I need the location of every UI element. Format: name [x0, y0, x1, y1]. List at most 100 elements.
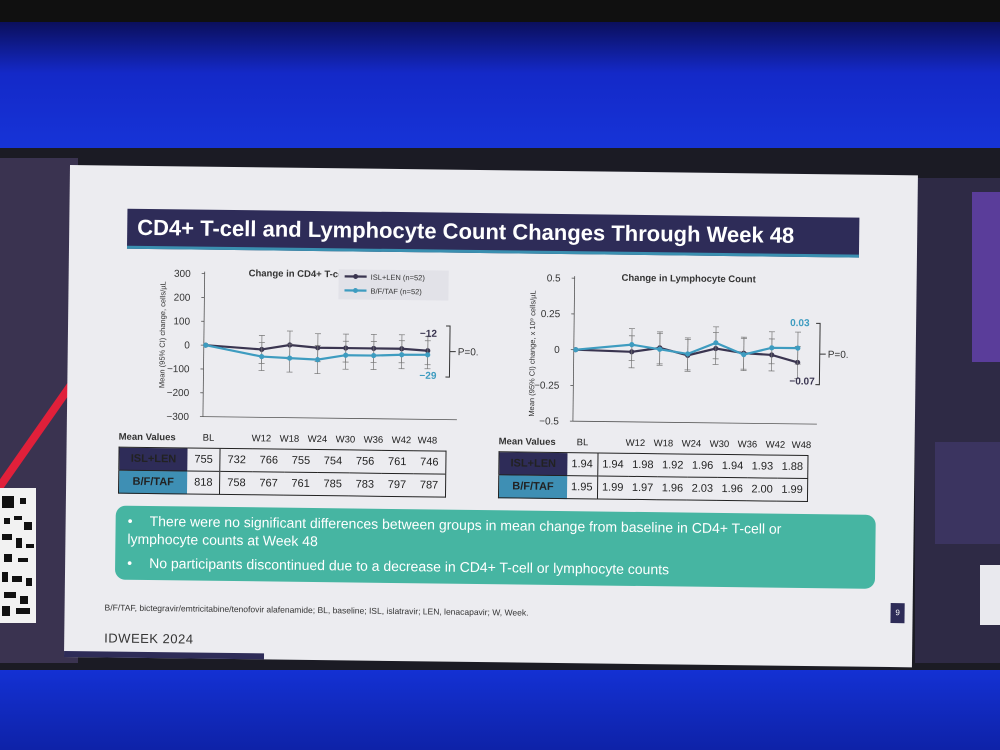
lym-y-tick-label: −0.5 — [539, 416, 559, 427]
cd4-chart: Change in CD4+ T-cell Count 3002001000−1… — [166, 268, 479, 423]
lymphocyte-chart: Change in Lymphocyte Count 0.5 0.25 0 −0.25… — [534, 273, 849, 428]
cd4-data-point — [259, 353, 265, 360]
lym-series-line-bftaf — [575, 341, 798, 356]
presentation-slide: CD4+ T-cell and Lymphocyte Count Changes… — [63, 165, 918, 668]
lym-data-point — [769, 345, 775, 351]
right-screen-image — [972, 192, 1000, 362]
x-tick-label: W42 — [391, 434, 412, 447]
title-bar: CD4+ T-cell and Lymphocyte Count Changes… — [126, 208, 860, 258]
cd4-y-tick-label: −100 — [167, 364, 190, 375]
x-tick-label: W48 — [791, 439, 812, 452]
bullet-item: • No participants discontinued due to a d… — [127, 554, 669, 579]
lym-data-point — [629, 342, 635, 348]
row-group-label: B/F/TAF — [118, 470, 188, 494]
lym-data-point — [657, 346, 663, 352]
table-cell: 746 — [420, 456, 439, 469]
table-cell: 2.00 — [751, 483, 773, 496]
x-tick-label: W24 — [307, 433, 328, 446]
x-tick-label: W12 — [251, 433, 272, 445]
table-cell: 1.99 — [601, 481, 624, 494]
bullet-text: There were no significant differences be… — [127, 513, 782, 550]
table-cell: 1.92 — [661, 459, 684, 472]
lym-end-label-isl-len: −0.07 — [789, 376, 815, 387]
cd4-end-label-isl-len: −12 — [420, 329, 438, 340]
bullet-marker: • — [127, 554, 133, 571]
table-cell: 1.97 — [631, 481, 654, 495]
table-cell: 756 — [355, 455, 375, 468]
qr-code-icon — [0, 488, 36, 623]
cd4-mean-values-table: ISL+LEN 755 732 766 755 754 756 761 746 B/F/TAF 81… — [117, 446, 447, 498]
cd4-p-value-bracket — [445, 325, 456, 378]
table-cell: 761 — [291, 477, 310, 490]
cd4-data-point — [203, 342, 209, 348]
lym-y-tick-label: −0.25 — [534, 380, 560, 391]
x-tick-label: W36 — [363, 434, 384, 446]
x-tick-label: W18 — [279, 433, 300, 445]
x-tick-label: W36 — [737, 439, 758, 451]
stage-wall-upper — [0, 22, 1000, 150]
table-cell: 766 — [259, 454, 279, 467]
table-cell: 1.95 — [566, 475, 598, 499]
table-row: B/F/TAF 818 758 767 761 785 783 797 787 — [118, 470, 445, 497]
cd4-data-point — [425, 352, 431, 358]
cd4-data-point — [315, 357, 321, 363]
table-cell: 761 — [387, 455, 407, 469]
table-cell: 2.03 — [691, 482, 714, 495]
cd4-p-value: P=0.8849 — [458, 347, 479, 359]
legend-label-bftaf: B/F/TAF (n=52) — [370, 287, 422, 297]
right-screen-panel — [935, 442, 1000, 544]
x-tick-label: W12 — [625, 437, 646, 450]
table-row: B/F/TAF 1.95 1.99 1.97 1.96 2.03 1.96 2.00 1.99 — [498, 474, 807, 502]
cd4-x-axis — [202, 416, 457, 421]
lym-data-point — [741, 352, 747, 358]
lymphocyte-mean-values-header: Mean Values — [498, 436, 556, 448]
table-cell: 797 — [387, 478, 407, 492]
x-tick-label: W42 — [765, 439, 786, 451]
table-cell: 1.96 — [691, 459, 714, 472]
cd4-y-tick-label: 200 — [174, 293, 191, 304]
conference-name: IDWEEK 2024 — [104, 630, 194, 647]
bullet-item: • There were no significant differences b… — [127, 512, 847, 557]
cd4-mean-values-header: Mean Values — [118, 431, 176, 444]
table-cell: 1.96 — [661, 482, 684, 495]
lym-end-label-bftaf: 0.03 — [790, 318, 810, 329]
legend-label-isl-len: ISL+LEN (n=52) — [371, 273, 426, 283]
table-cell: 1.96 — [721, 482, 744, 496]
lymphocyte-y-axis-label: Mean (95% CI) change, x 10⁹ cells/µL — [526, 290, 538, 417]
table-cell: 787 — [419, 479, 439, 492]
table-cell: 755 — [187, 447, 221, 472]
table-cell: 1.94 — [602, 458, 624, 471]
cd4-y-tick-label: −300 — [166, 412, 189, 423]
lym-y-tick-label: 0 — [554, 345, 560, 356]
table-cell: 767 — [259, 477, 278, 490]
lym-data-point — [573, 347, 579, 353]
table-cell: 732 — [227, 453, 246, 467]
x-tick-label: W30 — [709, 438, 730, 451]
bullet-marker: • — [127, 512, 133, 529]
table-cell: 754 — [323, 455, 343, 468]
cd4-y-axis-label: Mean (95% CI) change, cells/µL — [157, 281, 168, 389]
cd4-data-point — [343, 352, 349, 358]
key-findings-callout: • There were no significant differences b… — [114, 505, 876, 589]
cd4-y-tick-label: 100 — [173, 316, 190, 327]
cd4-data-point — [371, 352, 377, 359]
x-tick-label: BL — [576, 437, 589, 449]
cd4-data-point — [399, 352, 405, 358]
x-tick-label: BL — [202, 432, 215, 444]
x-tick-label: W24 — [681, 438, 702, 450]
cd4-data-point — [287, 355, 293, 361]
lymphocyte-chart-title: Change in Lymphocyte Count — [621, 273, 756, 286]
lym-data-point — [685, 351, 691, 357]
x-tick-label: W48 — [417, 435, 438, 447]
slide-title: CD4+ T-cell and Lymphocyte Count Changes… — [137, 214, 795, 248]
lym-y-tick-label: 0.5 — [547, 273, 561, 284]
ceiling — [0, 0, 1000, 22]
table-cell: 785 — [323, 478, 342, 491]
cd4-series-line-isl-len — [205, 343, 428, 352]
legend-marker — [353, 273, 359, 279]
lymphocyte-mean-values-table: ISL+LEN 1.94 1.94 1.98 1.92 1.96 1.94 1.93 1.88 B… — [497, 451, 809, 503]
cd4-y-tick-label: −200 — [167, 388, 190, 399]
table-cell: 1.94 — [721, 459, 744, 473]
footnote: B/F/TAF, bictegravir/emtricitabine/tenof… — [104, 602, 529, 618]
page-number: 9 — [890, 603, 905, 624]
